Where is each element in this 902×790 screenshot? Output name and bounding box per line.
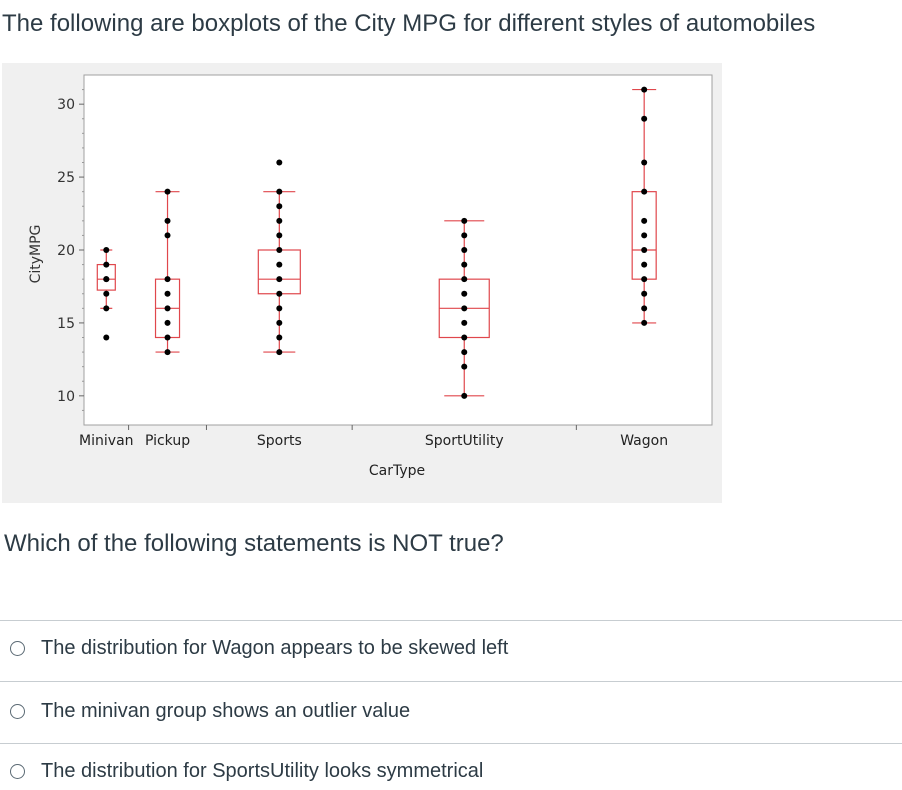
x-tick-label: Minivan — [79, 433, 133, 449]
data-point — [461, 261, 468, 268]
y-tick-label: 25 — [57, 170, 75, 186]
data-point — [103, 247, 110, 253]
data-point — [461, 217, 468, 224]
data-point — [461, 349, 468, 356]
data-point — [276, 349, 283, 356]
data-point — [276, 247, 283, 253]
data-point — [276, 232, 283, 239]
data-point — [164, 319, 171, 326]
data-point — [103, 261, 110, 268]
data-point — [276, 276, 283, 283]
option-minivan-outlier[interactable]: The minivan group shows an outlier value — [10, 698, 410, 724]
data-point — [461, 247, 468, 253]
y-tick-label: 15 — [57, 316, 75, 332]
data-point — [276, 261, 283, 268]
data-point — [164, 188, 171, 195]
option-divider — [0, 620, 902, 621]
y-tick-label: 30 — [57, 97, 75, 113]
option-label: The minivan group shows an outlier value — [41, 699, 411, 722]
data-point — [164, 290, 171, 297]
data-point — [276, 305, 283, 312]
data-point — [164, 217, 171, 224]
data-point — [103, 334, 110, 341]
data-point — [461, 232, 468, 239]
data-point — [461, 334, 468, 341]
option-label: The distribution for Wagon appears to be… — [41, 636, 509, 659]
x-tick-label: Pickup — [145, 433, 190, 449]
data-point — [103, 276, 110, 283]
data-point — [641, 290, 648, 297]
x-tick-label: Sports — [257, 433, 302, 449]
boxplot-chart: 10 15 20 25 30 CityMPG Minivan Pickup Sports Spor… — [2, 63, 722, 503]
option-wagon-skewed-left[interactable]: The distribution for Wagon appears to be… — [10, 635, 508, 661]
data-point — [103, 290, 110, 297]
data-point — [276, 334, 283, 341]
data-point — [276, 159, 283, 166]
data-point — [641, 217, 648, 224]
data-point — [276, 203, 283, 210]
data-point — [461, 392, 468, 399]
data-point — [164, 276, 171, 283]
radio-button[interactable] — [10, 640, 25, 656]
data-point — [641, 261, 648, 268]
data-point — [461, 276, 468, 283]
data-point — [461, 363, 468, 370]
y-tick-label: 10 — [57, 389, 75, 405]
data-point — [641, 86, 648, 93]
radio-button[interactable] — [10, 703, 25, 719]
data-point — [641, 232, 648, 239]
option-sportsutility-symmetrical[interactable]: The distribution for SportsUtility looks… — [10, 758, 483, 784]
x-tick-label: SportUtility — [425, 433, 504, 449]
option-label: The distribution for SportsUtility looks… — [41, 759, 484, 782]
data-point — [641, 247, 648, 253]
data-point — [641, 276, 648, 283]
data-point — [461, 290, 468, 297]
page-heading: The following are boxplots of the City M… — [2, 10, 816, 37]
option-divider — [0, 743, 902, 744]
plot-area — [83, 74, 713, 426]
radio-button[interactable] — [10, 763, 25, 779]
data-point — [461, 305, 468, 312]
data-point — [164, 232, 171, 239]
x-axis-title: CarType — [369, 463, 425, 479]
y-tick-label: 20 — [57, 243, 75, 259]
data-point — [641, 115, 648, 122]
data-point — [276, 290, 283, 297]
data-point — [103, 305, 110, 312]
chart-svg: 10 15 20 25 30 CityMPG Minivan Pickup Sports Spor… — [28, 74, 713, 479]
data-point — [164, 305, 171, 312]
x-tick-label: Wagon — [620, 433, 668, 449]
option-divider — [0, 681, 902, 682]
data-point — [276, 188, 283, 195]
data-point — [641, 159, 648, 166]
data-point — [276, 319, 283, 326]
data-point — [276, 217, 283, 224]
data-point — [641, 305, 648, 312]
y-axis-title: CityMPG — [28, 225, 44, 284]
data-point — [641, 188, 648, 195]
data-point — [164, 334, 171, 341]
data-point — [641, 319, 648, 326]
data-point — [461, 319, 468, 326]
question-text: Which of the following statements is NOT… — [4, 530, 504, 557]
data-point — [164, 349, 171, 356]
